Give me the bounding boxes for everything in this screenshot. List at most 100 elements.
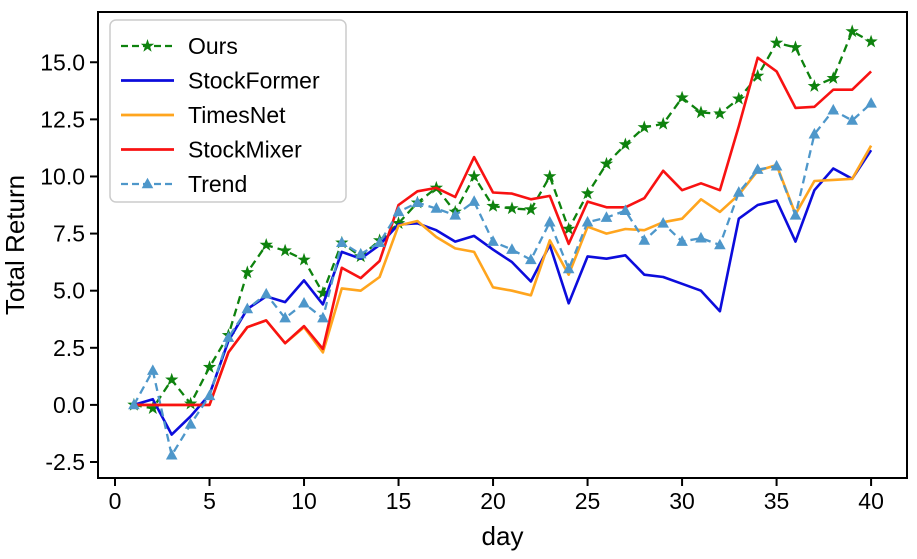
triangle-marker-icon	[392, 205, 405, 217]
star-marker-icon	[146, 401, 160, 414]
triangle-marker-icon	[770, 159, 783, 171]
triangle-marker-icon	[846, 114, 858, 125]
star-marker-icon	[259, 238, 273, 251]
x-tick-label: 30	[669, 488, 695, 514]
star-marker-icon	[524, 202, 538, 216]
triangle-marker-icon	[449, 209, 462, 220]
star-marker-icon	[694, 105, 708, 119]
x-tick-label: 5	[203, 488, 216, 514]
triangle-marker-icon	[638, 234, 651, 245]
triangle-marker-icon	[506, 243, 518, 254]
star-marker-icon	[562, 222, 576, 235]
y-tick-label: 10.0	[40, 163, 85, 189]
y-tick-label: 15.0	[40, 49, 85, 75]
y-tick-label: 12.5	[40, 106, 85, 132]
star-marker-icon	[543, 169, 557, 183]
triangle-marker-icon	[373, 236, 386, 248]
star-marker-icon	[505, 201, 519, 215]
triangle-marker-icon	[695, 231, 707, 243]
series-markers-trend	[128, 97, 877, 460]
y-tick-label: 5.0	[53, 278, 85, 304]
legend-label-ours: Ours	[188, 33, 238, 59]
triangle-marker-icon	[619, 204, 632, 216]
legend: Ours StockFormer TimesNet StockMixer Trend	[109, 19, 347, 203]
x-axis-title: day	[482, 521, 524, 551]
x-tick-label: 10	[291, 488, 317, 514]
star-marker-icon	[297, 252, 311, 266]
y-tick-label: -2.5	[45, 449, 85, 475]
star-marker-icon	[713, 106, 727, 120]
triangle-marker-icon	[751, 163, 764, 174]
star-marker-icon	[751, 69, 765, 82]
star-marker-icon	[807, 79, 821, 92]
triangle-marker-icon	[165, 448, 178, 460]
star-marker-icon	[599, 156, 614, 170]
triangle-marker-icon	[468, 195, 480, 206]
triangle-marker-icon	[543, 215, 556, 227]
triangle-marker-icon	[147, 364, 159, 375]
x-tick-label: 0	[109, 488, 122, 514]
star-marker-icon	[788, 40, 803, 54]
star-marker-icon	[184, 396, 198, 410]
triangle-marker-icon	[676, 235, 688, 246]
y-axis-title: Total Return	[0, 175, 30, 315]
y-tick-label: 2.5	[53, 335, 85, 361]
triangle-marker-icon	[714, 238, 726, 250]
triangle-marker-icon	[203, 389, 216, 401]
x-tick-label: 35	[764, 488, 790, 514]
triangle-marker-icon	[260, 287, 273, 299]
star-marker-icon	[140, 39, 155, 52]
star-marker-icon	[845, 24, 859, 38]
star-marker-icon	[769, 35, 784, 49]
legend-label-stockmixer: StockMixer	[188, 137, 302, 163]
triangle-marker-icon	[487, 235, 499, 246]
x-tick-label: 40	[858, 488, 884, 514]
star-marker-icon	[580, 186, 595, 200]
star-marker-icon	[656, 116, 670, 130]
triangle-marker-icon	[222, 331, 235, 342]
star-marker-icon	[391, 216, 406, 229]
legend-label-stockformer: StockFormer	[188, 68, 320, 94]
star-marker-icon	[637, 120, 651, 133]
triangle-marker-icon	[279, 311, 291, 323]
triangle-marker-icon	[411, 196, 424, 208]
triangle-marker-icon	[141, 177, 154, 189]
triangle-marker-icon	[128, 398, 140, 410]
star-marker-icon	[165, 372, 179, 386]
star-marker-icon	[618, 137, 632, 151]
triangle-marker-icon	[732, 186, 745, 197]
star-marker-icon	[467, 169, 481, 183]
star-marker-icon	[732, 91, 746, 105]
triangle-marker-icon	[657, 216, 669, 228]
triangle-marker-icon	[184, 418, 197, 429]
triangle-marker-icon	[581, 215, 594, 227]
y-tick-label: 0.0	[53, 392, 85, 418]
triangle-marker-icon	[354, 247, 367, 259]
triangle-marker-icon	[430, 202, 443, 213]
legend-label-timesnet: TimesNet	[188, 102, 286, 128]
series-line-stockmixer	[133, 56, 873, 407]
plot-border	[97, 11, 908, 479]
star-marker-icon	[826, 71, 840, 84]
legend-box	[109, 19, 347, 203]
y-tick-label: 7.5	[53, 221, 85, 247]
star-marker-icon	[202, 360, 217, 373]
x-tick-label: 25	[575, 488, 601, 514]
star-marker-icon	[240, 265, 254, 279]
triangle-marker-icon	[808, 127, 821, 139]
triangle-marker-icon	[789, 209, 802, 220]
x-tick-label: 20	[480, 488, 506, 514]
star-marker-icon	[675, 90, 689, 104]
star-marker-icon	[864, 34, 878, 48]
star-marker-icon	[316, 286, 330, 299]
triangle-marker-icon	[562, 262, 575, 274]
series-line-trend	[132, 102, 872, 457]
triangle-marker-icon	[298, 296, 310, 308]
triangle-marker-icon	[317, 311, 329, 323]
triangle-marker-icon	[336, 236, 348, 248]
star-marker-icon	[486, 199, 500, 212]
triangle-marker-icon	[525, 253, 537, 265]
triangle-marker-icon	[241, 302, 254, 314]
